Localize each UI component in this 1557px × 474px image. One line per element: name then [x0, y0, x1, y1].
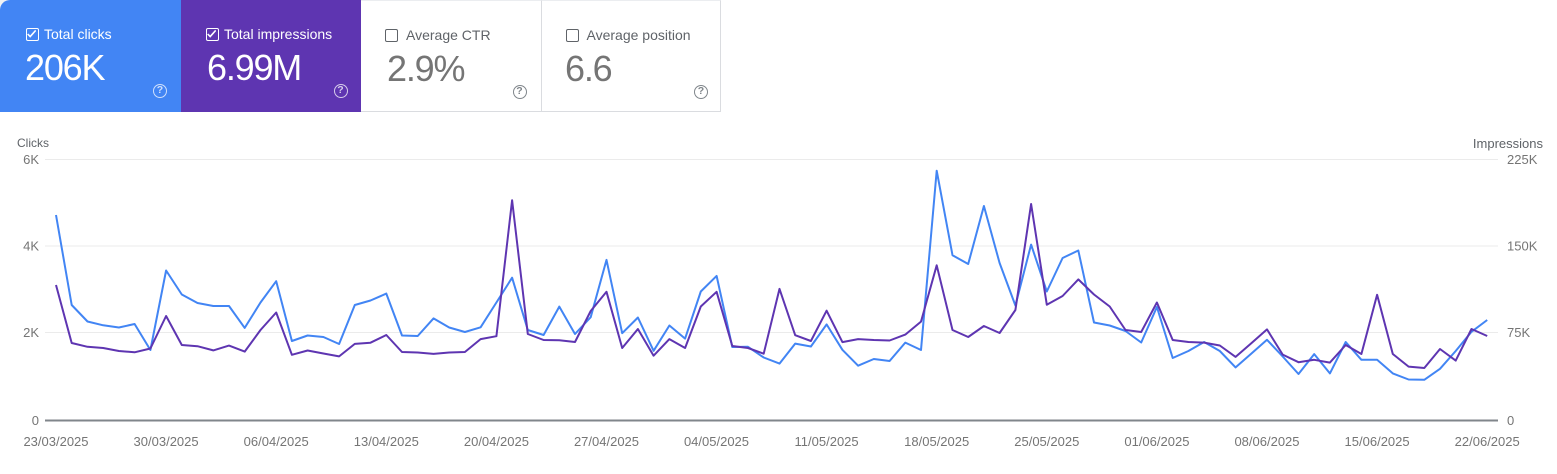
svg-text:150K: 150K — [1507, 239, 1538, 254]
svg-text:0: 0 — [32, 413, 39, 428]
svg-text:22/06/2025: 22/06/2025 — [1455, 434, 1520, 449]
svg-text:2K: 2K — [23, 325, 39, 340]
svg-text:18/05/2025: 18/05/2025 — [904, 434, 969, 449]
svg-text:Clicks: Clicks — [17, 136, 49, 150]
svg-text:04/05/2025: 04/05/2025 — [684, 434, 749, 449]
svg-text:01/06/2025: 01/06/2025 — [1124, 434, 1189, 449]
svg-text:27/04/2025: 27/04/2025 — [574, 434, 639, 449]
svg-text:75K: 75K — [1507, 325, 1530, 340]
svg-text:11/05/2025: 11/05/2025 — [795, 434, 859, 449]
svg-text:25/05/2025: 25/05/2025 — [1014, 434, 1079, 449]
svg-text:15/06/2025: 15/06/2025 — [1345, 434, 1410, 449]
svg-text:30/03/2025: 30/03/2025 — [134, 434, 199, 449]
svg-text:20/04/2025: 20/04/2025 — [464, 434, 529, 449]
svg-text:06/04/2025: 06/04/2025 — [244, 434, 309, 449]
svg-text:225K: 225K — [1507, 152, 1538, 167]
svg-text:4K: 4K — [23, 239, 39, 254]
svg-text:Impressions: Impressions — [1473, 136, 1544, 151]
svg-text:08/06/2025: 08/06/2025 — [1234, 434, 1299, 449]
svg-text:0: 0 — [1507, 413, 1514, 428]
svg-text:6K: 6K — [23, 152, 39, 167]
svg-text:13/04/2025: 13/04/2025 — [354, 434, 419, 449]
svg-text:23/03/2025: 23/03/2025 — [23, 434, 88, 449]
